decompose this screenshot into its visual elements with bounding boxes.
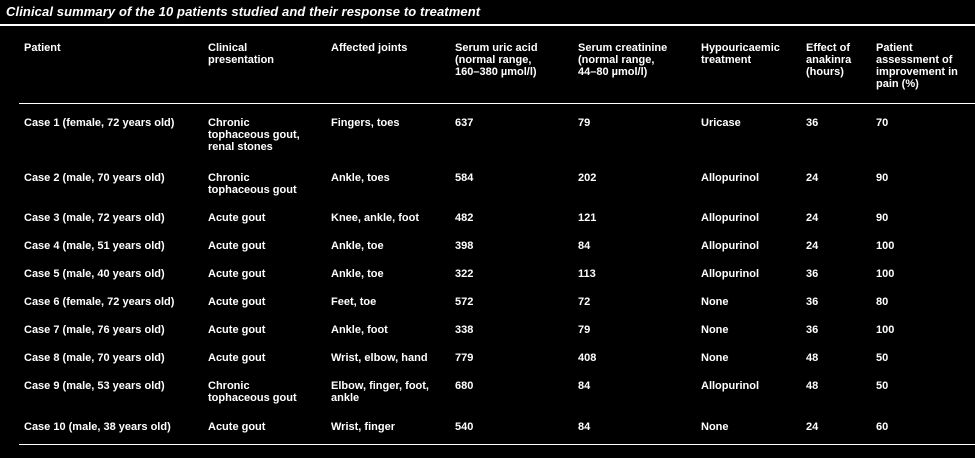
table-cell-pain-improvement: 70 (876, 117, 889, 129)
table-cell-clinical-presentation: Chronic tophaceous gout, renal stones (208, 117, 300, 153)
table-cell-anakinra-effect: 36 (806, 117, 819, 129)
table-bottom-divider (19, 444, 975, 445)
table-cell-serum-uric-acid: 680 (455, 380, 474, 392)
table-cell-affected-joints: Ankle, toes (331, 172, 390, 184)
table-cell-hypouricaemic-treatment: Allopurinol (701, 240, 760, 252)
table-cell-hypouricaemic-treatment: Allopurinol (701, 172, 760, 184)
table-cell-patient: Case 3 (male, 72 years old) (24, 212, 165, 224)
column-header-patient: Patient (24, 42, 61, 54)
table-cell-serum-uric-acid: 779 (455, 352, 474, 364)
table-cell-affected-joints: Wrist, elbow, hand (331, 352, 428, 364)
table-cell-serum-uric-acid: 637 (455, 117, 474, 129)
table-cell-affected-joints: Ankle, toe (331, 240, 384, 252)
table-cell-clinical-presentation: Chronic tophaceous gout (208, 380, 297, 404)
table-cell-serum-creatinine: 72 (578, 296, 591, 308)
table-cell-hypouricaemic-treatment: Allopurinol (701, 380, 760, 392)
table-cell-serum-creatinine: 202 (578, 172, 597, 184)
table-cell-clinical-presentation: Acute gout (208, 296, 266, 308)
table-cell-clinical-presentation: Acute gout (208, 240, 266, 252)
table-cell-anakinra-effect: 36 (806, 296, 819, 308)
table-cell-pain-improvement: 80 (876, 296, 889, 308)
table-cell-affected-joints: Fingers, toes (331, 117, 400, 129)
table-cell-affected-joints: Wrist, finger (331, 421, 395, 433)
table-cell-serum-creatinine: 113 (578, 268, 596, 280)
table-cell-patient: Case 7 (male, 76 years old) (24, 324, 165, 336)
table-cell-serum-uric-acid: 322 (455, 268, 474, 280)
table-cell-patient: Case 10 (male, 38 years old) (24, 421, 171, 433)
table-cell-hypouricaemic-treatment: Allopurinol (701, 212, 760, 224)
table-cell-clinical-presentation: Acute gout (208, 268, 266, 280)
column-header-anakinra-effect: Effect of anakinra (hours) (806, 42, 852, 78)
table-cell-anakinra-effect: 48 (806, 380, 819, 392)
table-cell-anakinra-effect: 24 (806, 421, 819, 433)
column-header-pain-improvement: Patient assessment of improvement in pai… (876, 42, 958, 90)
table-cell-pain-improvement: 60 (876, 421, 889, 433)
table-cell-serum-creatinine: 408 (578, 352, 597, 364)
table-cell-patient: Case 1 (female, 72 years old) (24, 117, 175, 129)
table-cell-hypouricaemic-treatment: None (701, 324, 729, 336)
table-cell-serum-creatinine: 84 (578, 240, 591, 252)
table-cell-hypouricaemic-treatment: Allopurinol (701, 268, 760, 280)
table-cell-patient: Case 8 (male, 70 years old) (24, 352, 165, 364)
table-cell-serum-uric-acid: 584 (455, 172, 474, 184)
table-cell-hypouricaemic-treatment: None (701, 296, 729, 308)
table-cell-patient: Case 2 (male, 70 years old) (24, 172, 165, 184)
table-cell-clinical-presentation: Acute gout (208, 352, 266, 364)
table-cell-anakinra-effect: 24 (806, 240, 819, 252)
table-cell-patient: Case 6 (female, 72 years old) (24, 296, 175, 308)
table-cell-pain-improvement: 90 (876, 172, 889, 184)
header-divider (19, 103, 975, 104)
table-cell-anakinra-effect: 24 (806, 212, 819, 224)
table-cell-hypouricaemic-treatment: None (701, 421, 729, 433)
table-cell-serum-uric-acid: 572 (455, 296, 474, 308)
table-cell-serum-creatinine: 84 (578, 421, 591, 433)
table-cell-serum-creatinine: 79 (578, 117, 591, 129)
table-cell-serum-uric-acid: 482 (455, 212, 474, 224)
table-cell-affected-joints: Knee, ankle, foot (331, 212, 420, 224)
table-cell-serum-uric-acid: 540 (455, 421, 474, 433)
table-cell-patient: Case 9 (male, 53 years old) (24, 380, 165, 392)
table-cell-pain-improvement: 100 (876, 268, 895, 280)
column-header-serum-creatinine: Serum creatinine (normal range, 44–80 µm… (578, 42, 668, 78)
table-cell-clinical-presentation: Chronic tophaceous gout (208, 172, 297, 196)
table-cell-serum-creatinine: 79 (578, 324, 591, 336)
table-cell-serum-uric-acid: 338 (455, 324, 474, 336)
column-header-clinical-presentation: Clinical presentation (208, 42, 275, 66)
column-header-hypouricaemic-treatment: Hypouricaemic treatment (701, 42, 780, 66)
table-cell-serum-creatinine: 121 (578, 212, 597, 224)
table-cell-affected-joints: Feet, toe (331, 296, 377, 308)
table-cell-pain-improvement: 50 (876, 352, 889, 364)
table-cell-affected-joints: Elbow, finger, foot, ankle (331, 380, 429, 404)
table-cell-serum-creatinine: 84 (578, 380, 591, 392)
table-cell-anakinra-effect: 48 (806, 352, 819, 364)
table-cell-patient: Case 4 (male, 51 years old) (24, 240, 165, 252)
table-title: Clinical summary of the 10 patients stud… (6, 4, 481, 19)
table-cell-patient: Case 5 (male, 40 years old) (24, 268, 165, 280)
table-cell-pain-improvement: 100 (876, 324, 895, 336)
table-cell-anakinra-effect: 24 (806, 172, 819, 184)
table-cell-anakinra-effect: 36 (806, 268, 819, 280)
table-cell-clinical-presentation: Acute gout (208, 212, 266, 224)
table-cell-serum-uric-acid: 398 (455, 240, 474, 252)
table-cell-affected-joints: Ankle, foot (331, 324, 388, 336)
table-cell-hypouricaemic-treatment: Uricase (701, 117, 741, 129)
table-cell-pain-improvement: 50 (876, 380, 889, 392)
table-cell-clinical-presentation: Acute gout (208, 421, 266, 433)
table-cell-clinical-presentation: Acute gout (208, 324, 266, 336)
title-divider (0, 24, 975, 26)
table-cell-pain-improvement: 90 (876, 212, 889, 224)
table-cell-hypouricaemic-treatment: None (701, 352, 729, 364)
column-header-serum-uric-acid: Serum uric acid (normal range, 160–380 µ… (455, 42, 538, 78)
table-cell-anakinra-effect: 36 (806, 324, 819, 336)
table-cell-pain-improvement: 100 (876, 240, 895, 252)
column-header-affected-joints: Affected joints (331, 42, 408, 54)
table-cell-affected-joints: Ankle, toe (331, 268, 384, 280)
